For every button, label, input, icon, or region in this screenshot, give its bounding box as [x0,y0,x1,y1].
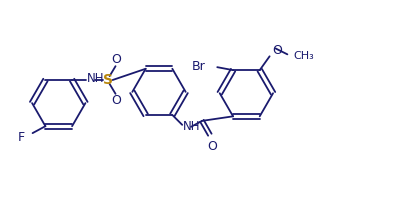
Text: O: O [207,140,217,153]
Text: NH: NH [87,72,105,85]
Text: NH: NH [183,120,201,133]
Text: S: S [103,73,112,87]
Text: O: O [272,44,282,57]
Text: O: O [112,53,122,66]
Text: CH₃: CH₃ [293,51,314,61]
Text: O: O [112,94,122,107]
Text: F: F [18,130,25,144]
Text: Br: Br [192,60,206,73]
